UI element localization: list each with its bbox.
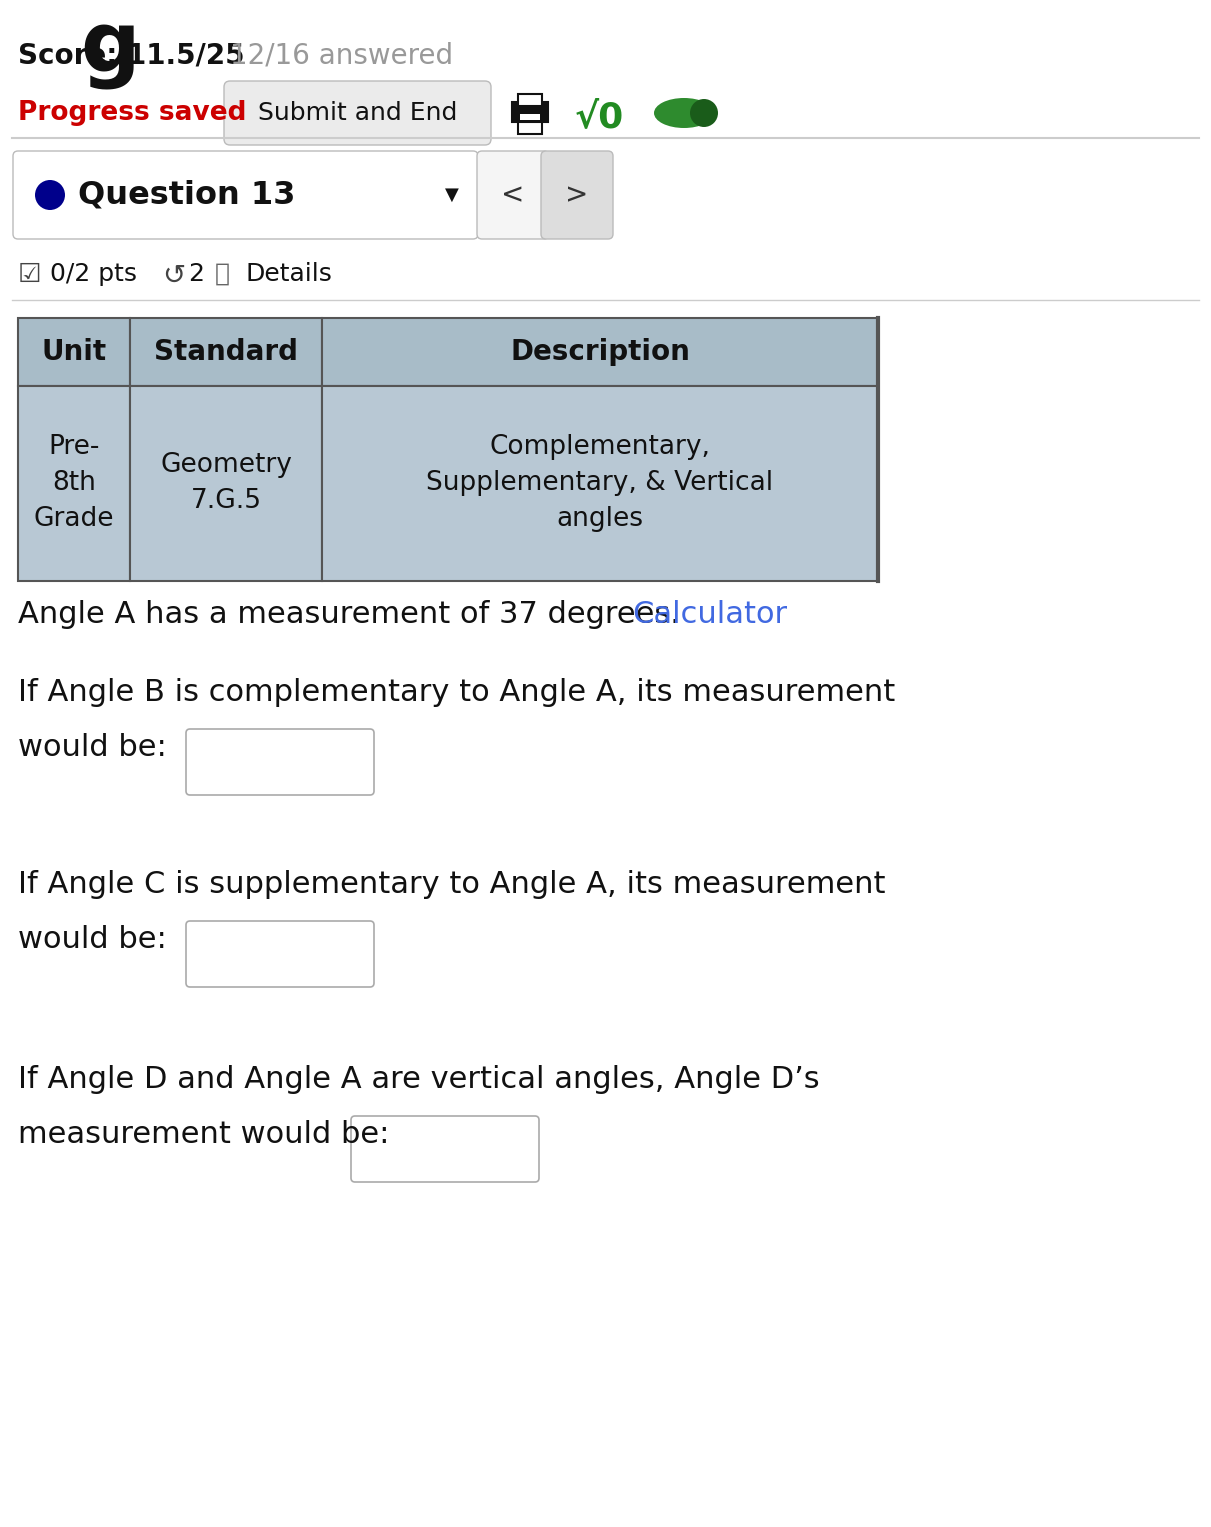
FancyBboxPatch shape bbox=[186, 728, 374, 796]
Text: g: g bbox=[80, 8, 139, 89]
Text: Description: Description bbox=[510, 337, 690, 366]
Text: Geometry
7.G.5: Geometry 7.G.5 bbox=[160, 452, 292, 515]
Bar bbox=[130, 386, 322, 580]
Text: Question 13: Question 13 bbox=[78, 180, 295, 211]
Text: ▼: ▼ bbox=[444, 186, 459, 205]
Ellipse shape bbox=[654, 98, 714, 128]
Bar bbox=[512, 102, 549, 122]
Text: Pre-
8th
Grade: Pre- 8th Grade bbox=[34, 435, 114, 533]
Text: If Angle C is supplementary to Angle A, its measurement: If Angle C is supplementary to Angle A, … bbox=[18, 870, 885, 899]
FancyBboxPatch shape bbox=[224, 81, 490, 145]
Text: ⓘ: ⓘ bbox=[216, 263, 230, 286]
Bar bbox=[518, 121, 543, 134]
Text: would be:: would be: bbox=[18, 925, 167, 954]
Bar bbox=[520, 115, 540, 121]
Text: Details: Details bbox=[245, 263, 332, 286]
Text: If Angle D and Angle A are vertical angles, Angle D’s: If Angle D and Angle A are vertical angl… bbox=[18, 1064, 820, 1093]
Bar bbox=[18, 386, 130, 580]
Text: Unit: Unit bbox=[41, 337, 107, 366]
Text: ☑: ☑ bbox=[18, 263, 41, 289]
FancyBboxPatch shape bbox=[13, 151, 478, 240]
Text: Complementary,
Supplementary, & Vertical
angles: Complementary, Supplementary, & Vertical… bbox=[426, 435, 774, 533]
Text: √0: √0 bbox=[575, 99, 624, 134]
Circle shape bbox=[35, 180, 65, 211]
Text: Calculator: Calculator bbox=[632, 600, 787, 629]
Text: Score: 11.5/25: Score: 11.5/25 bbox=[18, 43, 245, 70]
FancyBboxPatch shape bbox=[186, 921, 374, 986]
Text: Submit and End: Submit and End bbox=[258, 101, 458, 125]
Circle shape bbox=[690, 99, 718, 127]
Bar bbox=[18, 318, 130, 386]
Bar bbox=[518, 95, 543, 105]
FancyBboxPatch shape bbox=[477, 151, 549, 240]
Text: ↺: ↺ bbox=[162, 263, 185, 290]
Bar bbox=[130, 318, 322, 386]
FancyBboxPatch shape bbox=[351, 1116, 539, 1182]
FancyBboxPatch shape bbox=[541, 151, 613, 240]
Text: 2: 2 bbox=[188, 263, 203, 286]
Text: would be:: would be: bbox=[18, 733, 167, 762]
Text: >: > bbox=[566, 182, 589, 209]
Text: Standard: Standard bbox=[154, 337, 298, 366]
Text: <: < bbox=[501, 182, 524, 209]
Text: If Angle B is complementary to Angle A, its measurement: If Angle B is complementary to Angle A, … bbox=[18, 678, 895, 707]
Bar bbox=[322, 386, 878, 580]
Text: 12/16 answered: 12/16 answered bbox=[230, 43, 453, 70]
Text: Progress saved: Progress saved bbox=[18, 99, 247, 127]
Text: 0/2 pts: 0/2 pts bbox=[50, 263, 137, 286]
Text: Angle A has a measurement of 37 degrees.: Angle A has a measurement of 37 degrees. bbox=[18, 600, 679, 629]
Bar bbox=[322, 318, 878, 386]
Text: measurement would be:: measurement would be: bbox=[18, 1119, 390, 1148]
